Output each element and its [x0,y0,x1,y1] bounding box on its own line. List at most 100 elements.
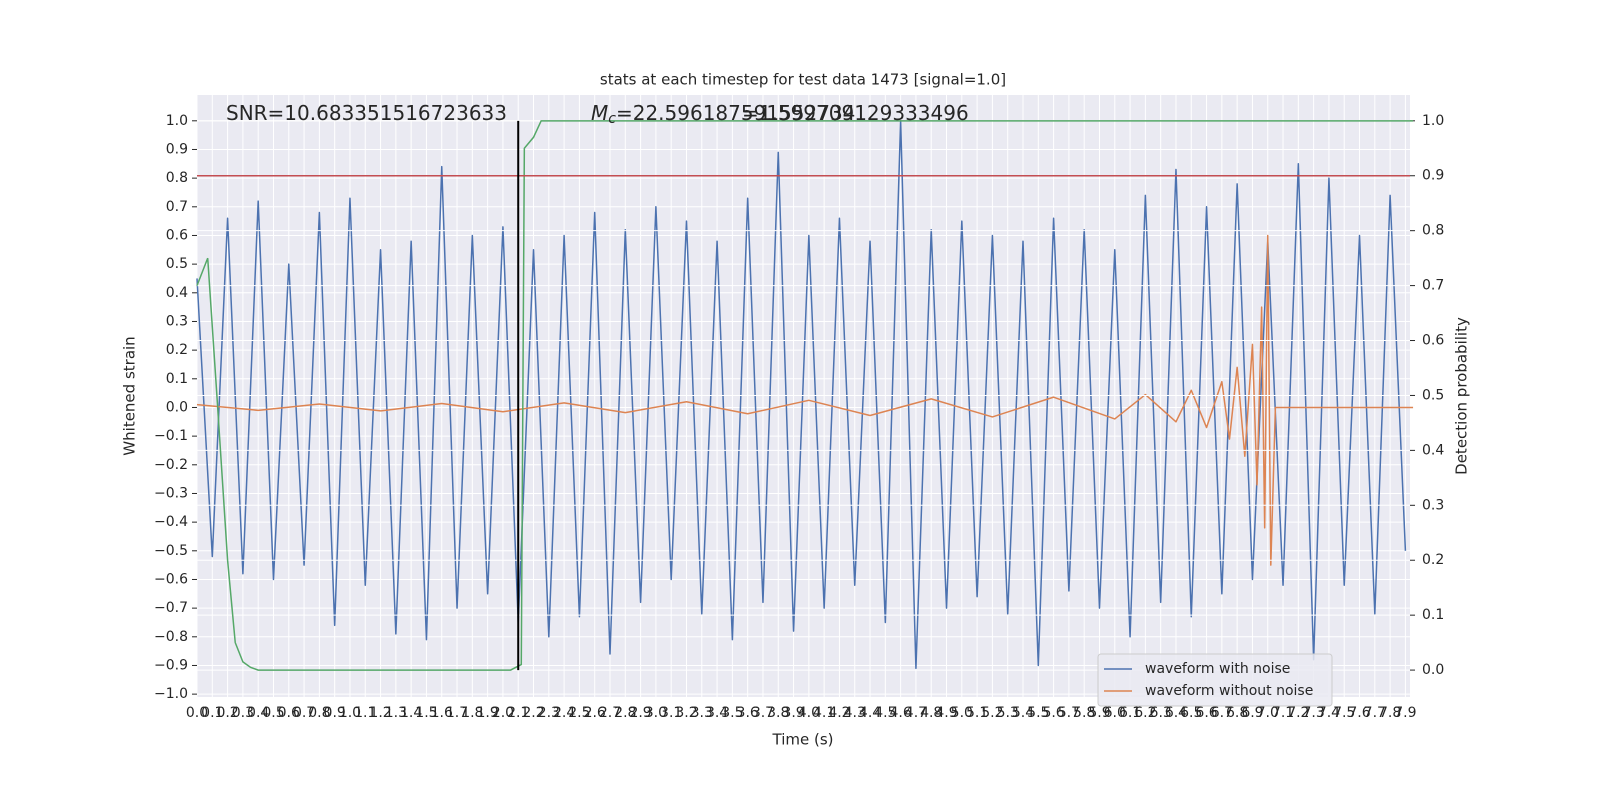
x-tick-label: 4.5 [874,705,896,721]
x-tick-label: 4.9 [935,705,957,721]
y2-tick-label: 0.5 [1422,387,1444,403]
x-tick-label: 3.1 [660,705,682,721]
y2-tick-label: 0.0 [1422,662,1444,678]
x-tick-label: 3.3 [691,705,713,721]
x-tick-label: 2.8 [614,705,636,721]
y2-tick-label: 0.3 [1422,497,1444,513]
x-tick-label: 2.6 [584,705,606,721]
y2-axis-label: Detection probability [1453,317,1471,475]
x-tick-label: 6.6 [1195,705,1217,721]
x-tick-label: 0.4 [247,705,269,721]
x-tick-label: 6.2 [1134,705,1156,721]
annotation-value: SNR=10.683351516723633 [226,101,507,125]
x-tick-label: 4.8 [920,705,942,721]
x-tick-label: 7.0 [1257,705,1279,721]
x-tick-label: 3.2 [675,705,697,721]
y-tick-label: 0.2 [166,342,188,358]
y-tick-label: −0.2 [154,457,188,473]
x-tick-label: 2.3 [538,705,560,721]
x-tick-label: 0.6 [278,705,300,721]
y-tick-label: −0.6 [154,571,188,587]
x-tick-label: 0.8 [308,705,330,721]
x-tick-label: 1.8 [461,705,483,721]
x-tick-label: 7.5 [1333,705,1355,721]
y2-tick-label: 0.8 [1422,223,1444,239]
x-tick-label: 2.4 [553,705,575,721]
x-tick-label: 0.3 [232,705,254,721]
y-tick-label: 0.8 [166,170,188,186]
x-tick-label: 1.5 [415,705,437,721]
x-tick-label: 3.4 [706,705,728,721]
x-tick-label: 4.6 [889,705,911,721]
y-tick-label: 0.4 [166,285,188,301]
x-tick-label: 7.1 [1272,705,1294,721]
x-tick-label: 1.1 [354,705,376,721]
y-tick-label: −0.4 [154,514,188,530]
annotation-symbol: M [591,101,608,125]
probability-line [196,120,1414,671]
x-tick-label: 6.5 [1180,705,1202,721]
x-tick-label: 6.4 [1165,705,1187,721]
x-tick-label: 6.3 [1150,705,1172,721]
x-tick-label: 7.2 [1287,705,1309,721]
legend-label: waveform without noise [1145,683,1313,699]
x-tick-label: 0.0 [186,705,208,721]
x-tick-label: 5.7 [1058,705,1080,721]
y-tick-label: −0.7 [154,600,188,616]
x-tick-label: 0.9 [324,705,346,721]
y2-tick-label: 0.6 [1422,333,1444,349]
x-tick-label: 1.4 [400,705,422,721]
x-tick-label: 3.8 [767,705,789,721]
y2-tick-label: 0.4 [1422,442,1444,458]
y-tick-label: 1.0 [166,113,188,129]
x-tick-label: 2.7 [599,705,621,721]
plot-area [197,95,1410,697]
x-tick-label: 6.7 [1211,705,1233,721]
x-tick-label: 1.6 [431,705,453,721]
x-tick-label: 6.9 [1241,705,1263,721]
x-tick-label: 5.9 [1088,705,1110,721]
y-tick-label: −0.3 [154,485,188,501]
y-tick-label: 0.7 [166,199,188,215]
x-tick-label: 5.3 [997,705,1019,721]
x-tick-label: 2.0 [492,705,514,721]
y-tick-label: 0.1 [166,371,188,387]
x-tick-label: 6.1 [1119,705,1141,721]
x-tick-label: 6.0 [1104,705,1126,721]
annotation: =1.599709129333496 [742,101,969,125]
x-tick-label: 7.4 [1318,705,1340,721]
annotation: SNR=10.683351516723633 [226,101,507,125]
x-tick-label: 0.5 [262,705,284,721]
x-tick-label: 2.9 [629,705,651,721]
x-tick-label: 3.7 [752,705,774,721]
series-line [196,234,1414,566]
x-tick-label: 0.2 [216,705,238,721]
x-tick-label: 2.1 [507,705,529,721]
y2-tick-label: 0.2 [1422,552,1444,568]
x-tick-label: 3.0 [645,705,667,721]
x-tick-label: 7.9 [1394,705,1416,721]
y-tick-label: 0.9 [166,141,188,157]
x-axis-label: Time (s) [772,731,834,749]
chart-title: stats at each timestep for test data 147… [600,71,1006,89]
x-tick-label: 5.1 [966,705,988,721]
y-axis-label: Whitened strain [121,336,139,455]
annotation: Mc=22.596187591552734 [591,101,855,128]
y-tick-label: 0.5 [166,256,188,272]
legend-box [1097,653,1333,707]
series-line [196,120,1407,670]
x-tick-label: 5.8 [1073,705,1095,721]
y-tick-label: 0.0 [166,399,188,415]
y-tick-label: 0.6 [166,227,188,243]
x-tick-label: 3.5 [721,705,743,721]
x-tick-label: 0.1 [201,705,223,721]
x-tick-label: 7.7 [1364,705,1386,721]
y-tick-label: −0.9 [154,657,188,673]
x-tick-label: 5.4 [1012,705,1034,721]
x-tick-label: 4.0 [798,705,820,721]
x-tick-label: 5.6 [1042,705,1064,721]
x-tick-label: 4.3 [844,705,866,721]
x-tick-label: 6.8 [1226,705,1248,721]
y2-tick-label: 0.7 [1422,278,1444,294]
